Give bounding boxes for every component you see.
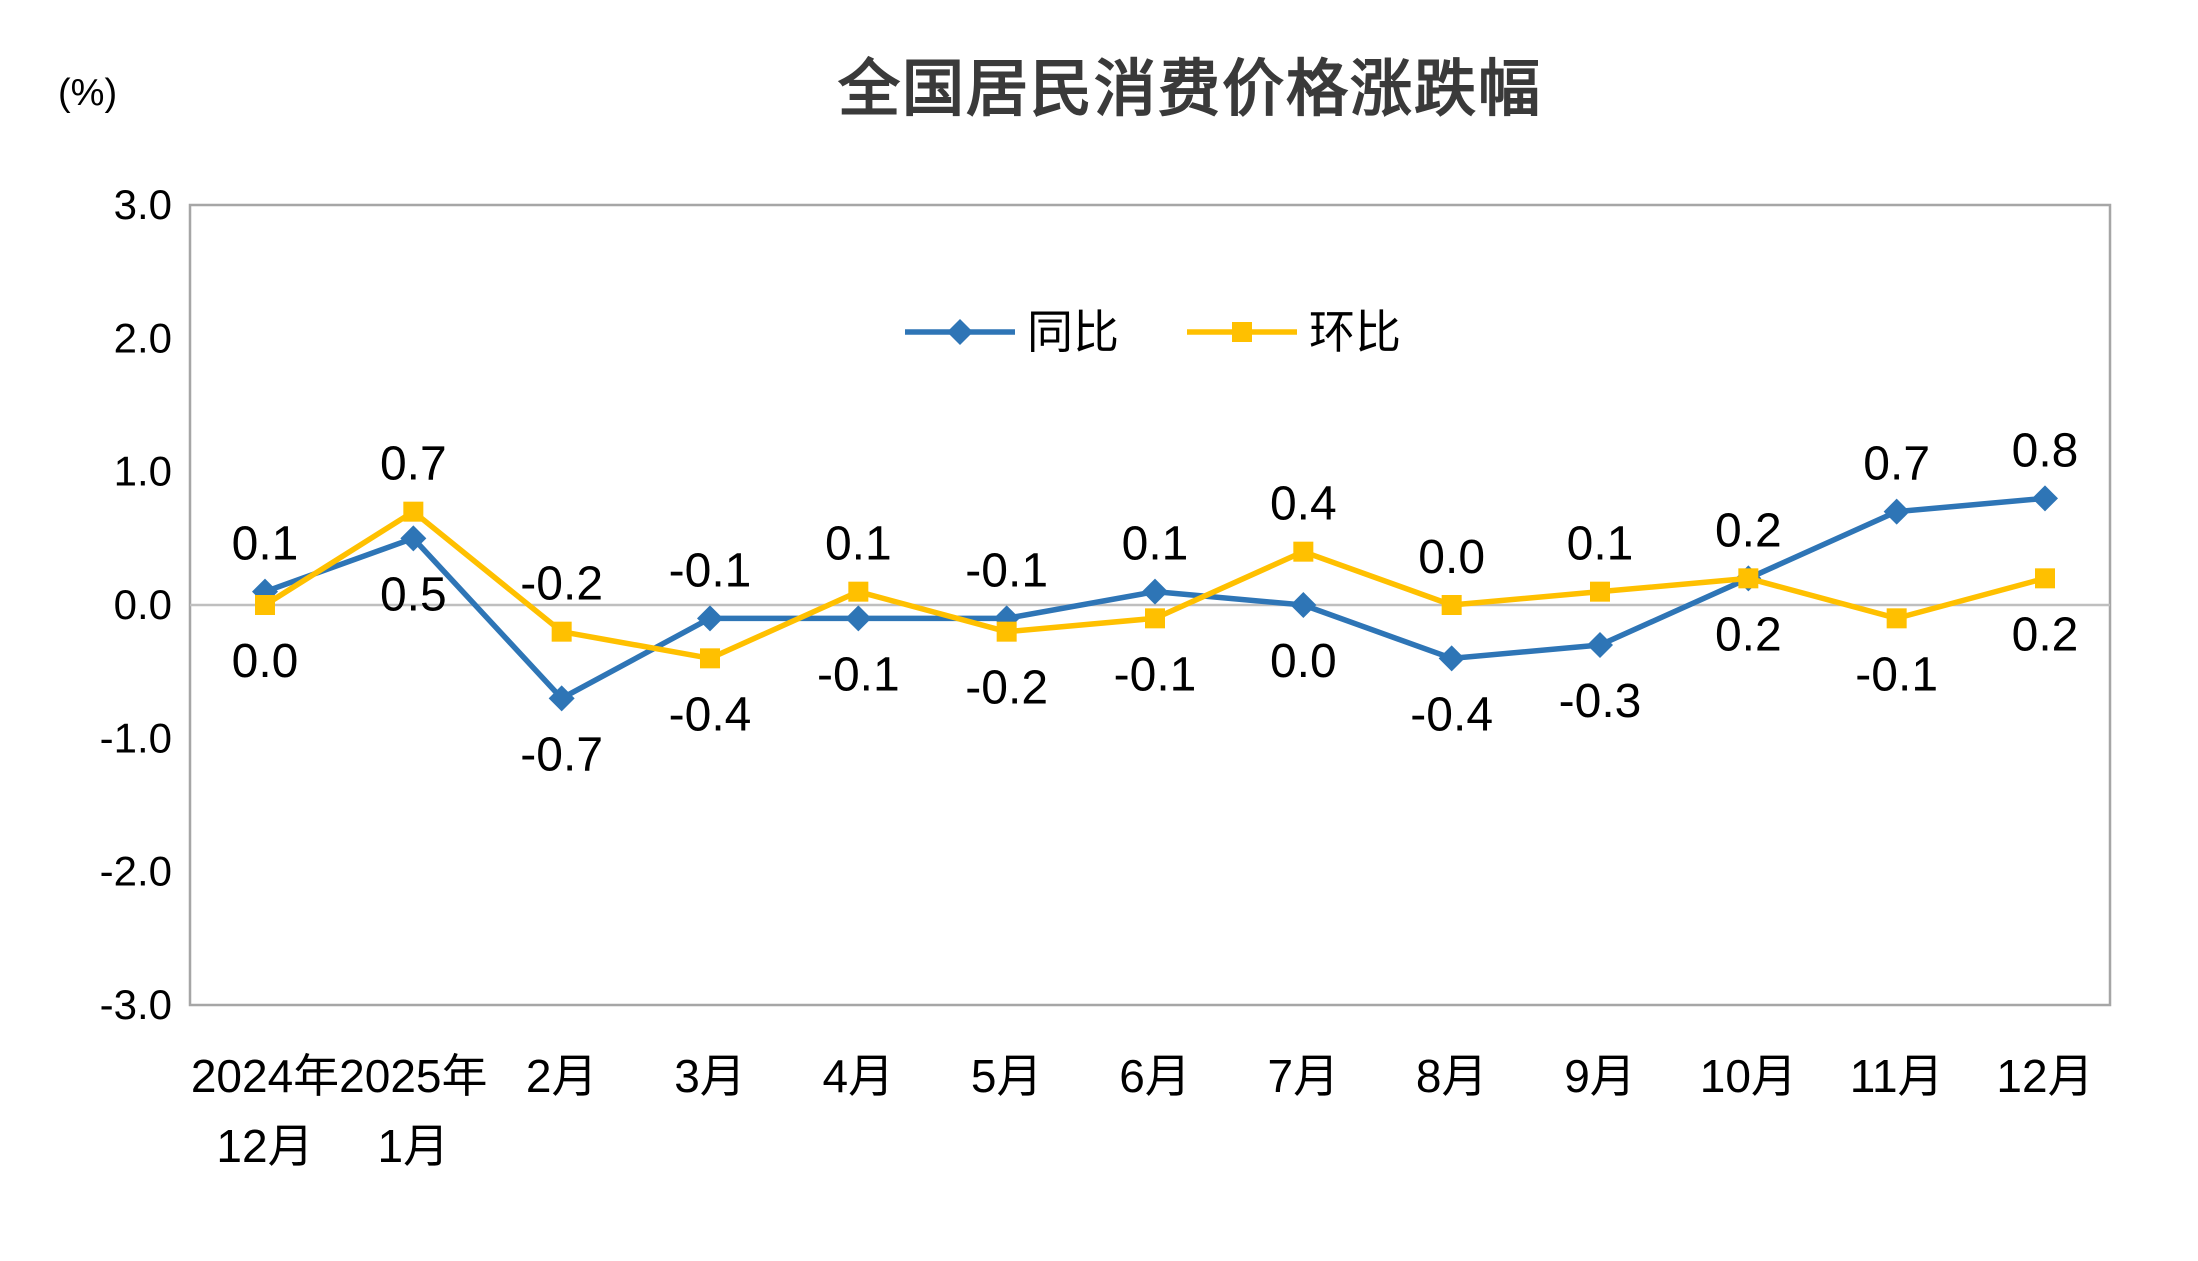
marker-yoy bbox=[1438, 645, 1465, 672]
data-label-mom: -0.1 bbox=[1855, 648, 1938, 701]
x-category-label: 2024年 bbox=[191, 1050, 339, 1102]
marker-yoy bbox=[2032, 485, 2058, 512]
marker-mom bbox=[996, 621, 1017, 642]
data-label-mom: 0.2 bbox=[2012, 608, 2079, 661]
x-category-label: 9月 bbox=[1564, 1050, 1636, 1102]
data-label-yoy: -0.4 bbox=[1410, 688, 1493, 741]
marker-mom bbox=[700, 648, 720, 669]
marker-yoy bbox=[1142, 578, 1168, 605]
data-label-mom: 0.0 bbox=[1418, 531, 1485, 584]
data-label-yoy: -0.7 bbox=[520, 728, 603, 781]
y-tick-label: 1.0 bbox=[114, 448, 172, 495]
legend-marker-mom bbox=[1232, 322, 1252, 342]
marker-mom bbox=[255, 595, 275, 615]
data-label-mom: 0.1 bbox=[1567, 518, 1634, 571]
data-label-yoy: 0.0 bbox=[1270, 635, 1337, 688]
marker-mom bbox=[2035, 568, 2055, 589]
legend-label-mom: 环比 bbox=[1309, 306, 1401, 358]
x-category-label: 12月 bbox=[216, 1120, 313, 1172]
x-category-label: 6月 bbox=[1119, 1050, 1191, 1102]
x-category-label: 12月 bbox=[1996, 1050, 2093, 1102]
legend-marker-yoy bbox=[947, 319, 973, 345]
marker-mom bbox=[1145, 608, 1165, 629]
data-label-yoy: -0.1 bbox=[817, 648, 900, 701]
legend-item-yoy: 同比 bbox=[905, 306, 1119, 358]
data-label-mom: -0.2 bbox=[965, 662, 1048, 715]
data-label-mom: 0.7 bbox=[380, 438, 447, 491]
x-category-label: 1月 bbox=[378, 1120, 450, 1172]
legend-label-yoy: 同比 bbox=[1027, 306, 1119, 358]
chart-title: 全国居民消费价格涨跌幅 bbox=[837, 55, 1543, 124]
data-label-mom: -0.2 bbox=[520, 558, 603, 611]
data-label-yoy: 0.7 bbox=[1863, 438, 1930, 491]
data-label-yoy: -0.1 bbox=[965, 544, 1048, 597]
marker-yoy bbox=[1290, 592, 1317, 618]
x-category-label: 7月 bbox=[1268, 1050, 1340, 1102]
y-tick-label: -1.0 bbox=[100, 714, 172, 761]
data-label-yoy: 0.2 bbox=[1715, 504, 1782, 557]
x-category-label: 2月 bbox=[526, 1050, 598, 1102]
data-label-mom: -0.4 bbox=[669, 688, 752, 741]
data-label-yoy: -0.1 bbox=[669, 544, 752, 597]
legend: 同比 环比 bbox=[905, 306, 1401, 358]
legend-item-mom: 环比 bbox=[1187, 306, 1401, 358]
x-category-label: 4月 bbox=[823, 1050, 895, 1102]
marker-yoy bbox=[845, 605, 872, 632]
x-category-label: 2025年 bbox=[339, 1050, 487, 1102]
marker-mom bbox=[848, 581, 869, 602]
marker-yoy bbox=[1883, 498, 1910, 525]
marker-mom bbox=[403, 501, 424, 522]
data-label-yoy: 0.5 bbox=[380, 568, 447, 621]
y-tick-label: 3.0 bbox=[114, 181, 172, 228]
x-category-label: 10月 bbox=[1700, 1050, 1797, 1102]
marker-mom bbox=[1293, 541, 1314, 562]
x-category-label: 5月 bbox=[971, 1050, 1043, 1102]
marker-yoy bbox=[697, 605, 723, 632]
data-label-yoy: -0.3 bbox=[1559, 675, 1642, 728]
y-tick-label: 2.0 bbox=[114, 314, 172, 361]
marker-yoy bbox=[400, 525, 427, 552]
data-label-yoy: 0.1 bbox=[1122, 518, 1189, 571]
x-category-label: 8月 bbox=[1416, 1050, 1488, 1102]
x-category-label: 3月 bbox=[674, 1050, 746, 1102]
marker-yoy bbox=[1587, 632, 1613, 658]
data-label-mom: 0.4 bbox=[1270, 478, 1337, 531]
data-label-yoy: 0.1 bbox=[232, 518, 299, 571]
marker-mom bbox=[1738, 568, 1759, 589]
y-tick-label: 0.0 bbox=[114, 581, 172, 628]
marker-mom bbox=[1590, 581, 1610, 602]
y-tick-label: -3.0 bbox=[100, 981, 172, 1028]
marker-mom bbox=[1886, 608, 1907, 629]
marker-mom bbox=[551, 621, 572, 642]
marker-mom bbox=[1441, 595, 1462, 615]
data-label-mom: 0.0 bbox=[232, 635, 299, 688]
x-category-label: 11月 bbox=[1850, 1050, 1944, 1102]
y-tick-label: -2.0 bbox=[100, 848, 172, 895]
data-label-mom: 0.1 bbox=[825, 518, 892, 571]
y-axis-unit-label: (%) bbox=[58, 72, 118, 114]
marker-yoy bbox=[548, 685, 575, 712]
data-label-mom: -0.1 bbox=[1114, 648, 1197, 701]
data-label-yoy: 0.8 bbox=[2012, 424, 2079, 477]
data-label-mom: 0.2 bbox=[1715, 608, 1782, 661]
